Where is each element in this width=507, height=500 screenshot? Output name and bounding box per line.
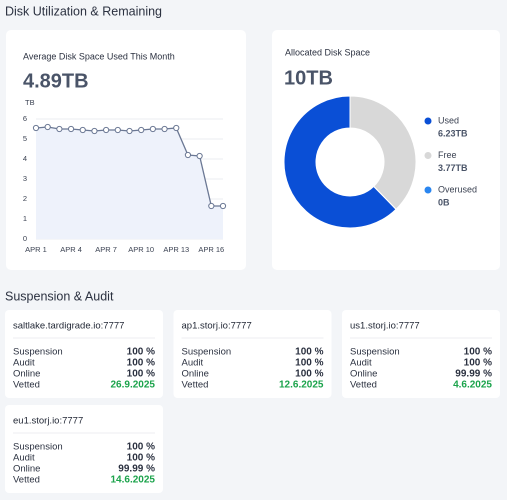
row-value: 100 % xyxy=(464,358,492,369)
y-tick-label: 0 xyxy=(23,234,27,243)
y-tick-label: 5 xyxy=(23,134,27,143)
x-tick-label: APR 10 xyxy=(128,245,154,254)
row-value: 100 % xyxy=(127,347,155,358)
satellite-name: saltlake.tardigrade.io:7777 xyxy=(13,321,124,332)
point xyxy=(44,123,51,131)
row-label: Audit xyxy=(182,358,204,369)
donut-segment xyxy=(283,95,397,229)
y-tick-label: 6 xyxy=(23,114,27,123)
point xyxy=(208,202,215,210)
point xyxy=(184,151,192,159)
row-value: 100 % xyxy=(127,453,155,464)
legend-dot xyxy=(424,117,432,125)
point xyxy=(149,125,156,133)
point xyxy=(173,124,180,132)
point xyxy=(32,124,40,132)
row-value: 26.9.2025 xyxy=(111,380,156,391)
point xyxy=(79,126,86,134)
row-label: Online xyxy=(350,369,377,380)
point xyxy=(196,152,203,160)
point xyxy=(138,126,145,134)
row-value: 100 % xyxy=(127,369,155,380)
legend-value: 6.23TB xyxy=(438,128,468,138)
point xyxy=(56,125,63,133)
satellite-name: eu1.storj.io:7777 xyxy=(13,416,83,427)
satellite-card xyxy=(173,310,332,398)
point xyxy=(103,126,110,134)
x-tick-label: APR 4 xyxy=(60,245,82,254)
row-label: Suspension xyxy=(13,442,63,453)
point xyxy=(114,126,121,134)
row-label: Suspension xyxy=(182,347,232,358)
satellite-name: ap1.storj.io:7777 xyxy=(182,321,252,332)
satellite-card xyxy=(342,310,500,398)
satellite-card xyxy=(5,405,163,493)
row-label: Suspension xyxy=(13,347,63,358)
row-value: 100 % xyxy=(127,442,155,453)
x-tick-label: APR 13 xyxy=(163,245,189,254)
row-value: 99.99 % xyxy=(118,464,155,475)
y-tick-label: 2 xyxy=(23,194,27,203)
row-label: Audit xyxy=(13,358,35,369)
row-value: 12.6.2025 xyxy=(279,380,324,391)
row-value: 100 % xyxy=(295,369,323,380)
x-tick-label: APR 1 xyxy=(25,245,47,254)
row-value: 100 % xyxy=(127,358,155,369)
row-label: Audit xyxy=(13,453,35,464)
y-tick-label: 3 xyxy=(23,174,27,183)
legend-label: Free xyxy=(438,150,457,160)
row-label: Vetted xyxy=(182,380,209,391)
section-title: Suspension & Audit xyxy=(5,289,114,303)
donut-segment xyxy=(373,185,397,210)
satellite-name: us1.storj.io:7777 xyxy=(350,321,420,332)
legend-label: Overused xyxy=(438,184,477,194)
x-tick-label: APR 16 xyxy=(198,245,224,254)
chart-title: Average Disk Space Used This Month xyxy=(23,51,175,61)
section-title: Disk Utilization & Remaining xyxy=(5,4,162,18)
row-label: Suspension xyxy=(350,347,400,358)
area xyxy=(36,127,223,239)
row-value: 100 % xyxy=(464,347,492,358)
row-label: Online xyxy=(182,369,209,380)
legend-dot xyxy=(424,186,432,194)
row-value: 4.6.2025 xyxy=(453,380,492,391)
satellite-card xyxy=(5,310,163,398)
y-tick-label: 1 xyxy=(23,214,27,223)
point xyxy=(67,125,75,133)
row-label: Vetted xyxy=(350,380,377,391)
row-label: Audit xyxy=(350,358,372,369)
row-label: Vetted xyxy=(13,380,40,391)
point xyxy=(161,125,168,133)
legend-value: 0B xyxy=(438,197,450,207)
chart-title: Allocated Disk Space xyxy=(285,47,370,57)
row-value: 99.99 % xyxy=(455,369,492,380)
donut-segment xyxy=(349,95,417,210)
legend-dot xyxy=(424,152,432,159)
row-label: Vetted xyxy=(13,475,40,486)
y-axis-label: TB xyxy=(25,98,35,107)
legend-value: 3.77TB xyxy=(438,163,468,173)
row-value: 14.6.2025 xyxy=(111,475,156,486)
x-tick-label: APR 7 xyxy=(95,245,117,254)
row-label: Online xyxy=(13,369,40,380)
y-tick-label: 4 xyxy=(23,154,27,163)
legend-label: Used xyxy=(438,115,459,125)
point xyxy=(126,127,133,135)
big-value: 10TB xyxy=(284,67,333,89)
point xyxy=(91,127,98,135)
row-value: 100 % xyxy=(295,347,323,358)
row-value: 100 % xyxy=(295,358,323,369)
row-label: Online xyxy=(13,464,40,475)
big-value: 4.89TB xyxy=(23,70,89,92)
point xyxy=(219,202,227,210)
